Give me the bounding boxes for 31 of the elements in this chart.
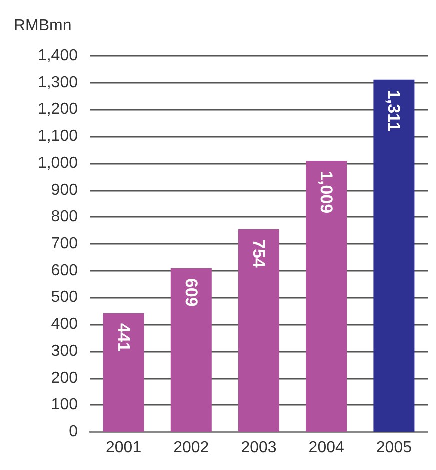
y-axis-title: RMBmn <box>14 18 72 34</box>
bar <box>374 80 415 432</box>
x-tick-label: 2005 <box>376 440 412 456</box>
x-tick-label: 2001 <box>106 440 142 456</box>
y-tick-label: 400 <box>51 316 78 334</box>
y-tick-label: 500 <box>51 289 78 306</box>
y-tick-label: 800 <box>51 208 78 226</box>
x-tick-label: 2003 <box>241 440 277 456</box>
x-tick-label: 2002 <box>174 440 210 456</box>
y-tick-label: 1,000 <box>38 154 78 172</box>
data-label: 609 <box>182 278 201 307</box>
y-tick-label: 1,200 <box>38 101 78 118</box>
bar <box>103 314 144 432</box>
x-tick-label: 2004 <box>308 440 344 456</box>
y-tick-label: 0 <box>69 424 78 440</box>
y-tick-label: 100 <box>51 396 78 414</box>
y-tick-label: 600 <box>51 262 78 280</box>
y-tick-label: 1,100 <box>38 128 78 146</box>
data-label: 441 <box>114 324 134 352</box>
bar <box>306 161 348 432</box>
y-tick-label: 200 <box>51 370 78 387</box>
data-label: 1,009 <box>317 171 336 214</box>
y-tick-label: 700 <box>51 236 78 252</box>
bar <box>170 268 212 432</box>
y-tick-label: 1,300 <box>38 74 78 92</box>
data-label: 754 <box>250 239 268 268</box>
y-tick-label: 300 <box>51 342 78 360</box>
bar <box>238 229 280 432</box>
data-label: 1,311 <box>384 90 404 132</box>
y-tick-label: 900 <box>51 182 78 199</box>
y-tick-label: 1,400 <box>38 48 78 64</box>
